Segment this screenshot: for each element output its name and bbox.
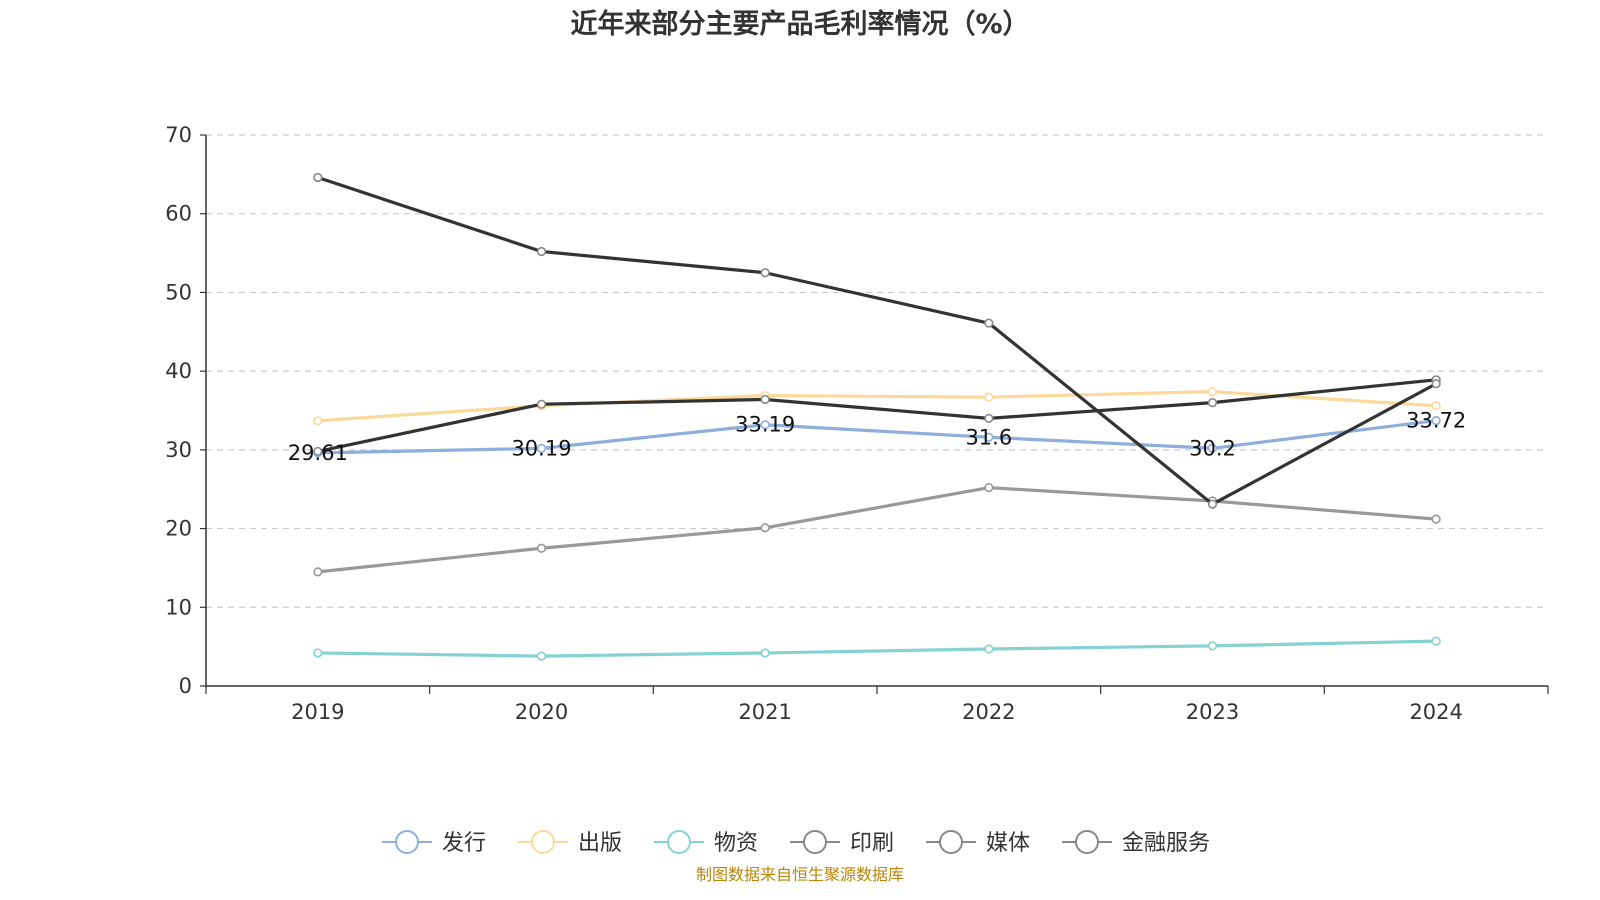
legend-item-金融服务[interactable]: 金融服务	[1062, 830, 1210, 856]
data-point[interactable]	[984, 318, 994, 328]
x-tick-label: 2020	[515, 700, 568, 724]
legend-circle-icon	[395, 830, 419, 854]
grid-lines	[206, 134, 1548, 608]
data-label: 31.6	[965, 425, 1012, 449]
legend[interactable]: 发行 出版 物资 印刷 媒体 金融服务	[382, 830, 1210, 856]
legend-label: 媒体	[986, 831, 1030, 856]
series-line	[317, 486, 1437, 574]
legend-item-出版[interactable]: 出版	[518, 830, 622, 856]
y-tick-label: 20	[165, 517, 192, 541]
legend-label: 物资	[714, 831, 758, 856]
data-label: 29.61	[288, 441, 348, 465]
legend-item-发行[interactable]: 发行	[382, 830, 486, 856]
legend-item-印刷[interactable]: 印刷	[790, 830, 894, 856]
data-point[interactable]	[1207, 641, 1218, 651]
data-point[interactable]	[1431, 415, 1441, 426]
data-point[interactable]	[536, 399, 547, 409]
source-note: 制图数据来自恒生聚源数据库	[696, 865, 904, 884]
data-point[interactable]	[984, 432, 994, 442]
x-tick-label: 2021	[738, 700, 791, 724]
data-point[interactable]	[536, 443, 547, 453]
data-label: 30.19	[511, 436, 571, 460]
data-labels: 29.61 30.19 33.19 31.6 30.2 33.72	[288, 409, 1466, 465]
data-point[interactable]	[1207, 398, 1218, 408]
data-point[interactable]	[1431, 379, 1441, 389]
data-label: 33.19	[735, 413, 795, 437]
y-tick-label: 40	[165, 359, 192, 383]
legend-circle-icon	[667, 830, 691, 854]
y-tick-label: 70	[165, 123, 192, 147]
data-point[interactable]	[313, 416, 323, 426]
y-tick-label: 30	[165, 438, 192, 462]
data-point[interactable]	[1431, 401, 1441, 411]
legend-label: 出版	[578, 831, 622, 856]
legend-label: 发行	[442, 831, 486, 856]
data-point[interactable]	[760, 523, 770, 533]
data-point[interactable]	[984, 644, 994, 654]
data-point[interactable]	[984, 483, 994, 493]
series-line	[317, 418, 1437, 455]
series-出版	[313, 387, 1441, 426]
y-tick-label: 10	[165, 595, 192, 619]
series-发行	[313, 415, 1441, 458]
legend-circle-icon	[531, 830, 555, 854]
series-line	[317, 639, 1437, 658]
legend-circle-icon	[939, 830, 963, 854]
legend-item-媒体[interactable]: 媒体	[926, 830, 1030, 856]
data-point[interactable]	[984, 413, 994, 423]
x-tick-label: 2019	[291, 700, 344, 724]
legend-circle-icon	[1075, 830, 1099, 854]
series-line	[317, 378, 1437, 453]
y-tick-label: 0	[179, 674, 192, 698]
data-point[interactable]	[760, 268, 770, 278]
series-媒体	[313, 483, 1441, 577]
legend-circle-icon	[803, 830, 827, 854]
data-label: 33.72	[1406, 409, 1466, 433]
series-line	[317, 390, 1437, 423]
data-point[interactable]	[1207, 499, 1218, 509]
data-point[interactable]	[313, 172, 323, 183]
data-point[interactable]	[1207, 387, 1218, 397]
series-物资	[313, 636, 1441, 661]
data-point[interactable]	[536, 543, 547, 553]
legend-label: 印刷	[850, 831, 894, 856]
data-point[interactable]	[760, 394, 770, 405]
y-tick-label: 50	[165, 280, 192, 304]
data-point[interactable]	[313, 446, 323, 457]
series-line	[317, 175, 1437, 506]
legend-item-物资[interactable]: 物资	[654, 830, 758, 856]
data-point[interactable]	[1431, 636, 1441, 646]
data-point[interactable]	[984, 392, 994, 402]
series-金融服务	[313, 172, 1441, 509]
data-point[interactable]	[1207, 443, 1218, 453]
series-印刷	[313, 375, 1441, 457]
data-point[interactable]	[313, 567, 323, 577]
data-point[interactable]	[760, 648, 770, 658]
data-point[interactable]	[313, 648, 323, 658]
data-point[interactable]	[536, 246, 547, 257]
data-label: 30.2	[1189, 436, 1236, 460]
legend-label: 金融服务	[1122, 831, 1210, 856]
data-point[interactable]	[760, 420, 770, 430]
x-tick-label: 2024	[1409, 700, 1462, 724]
x-tick-label: 2022	[962, 700, 1015, 724]
data-point[interactable]	[536, 651, 547, 661]
x-tick-label: 2023	[1186, 700, 1239, 724]
axes: 0 10 20 30 40 50 60 70 2019 2020 2021 2022 2023 2024	[165, 123, 1549, 724]
data-point[interactable]	[1431, 514, 1441, 524]
series-lines	[313, 172, 1441, 661]
y-tick-label: 60	[165, 202, 192, 226]
chart-title: 近年来部分主要产品毛利率情况（%）	[570, 8, 1029, 40]
